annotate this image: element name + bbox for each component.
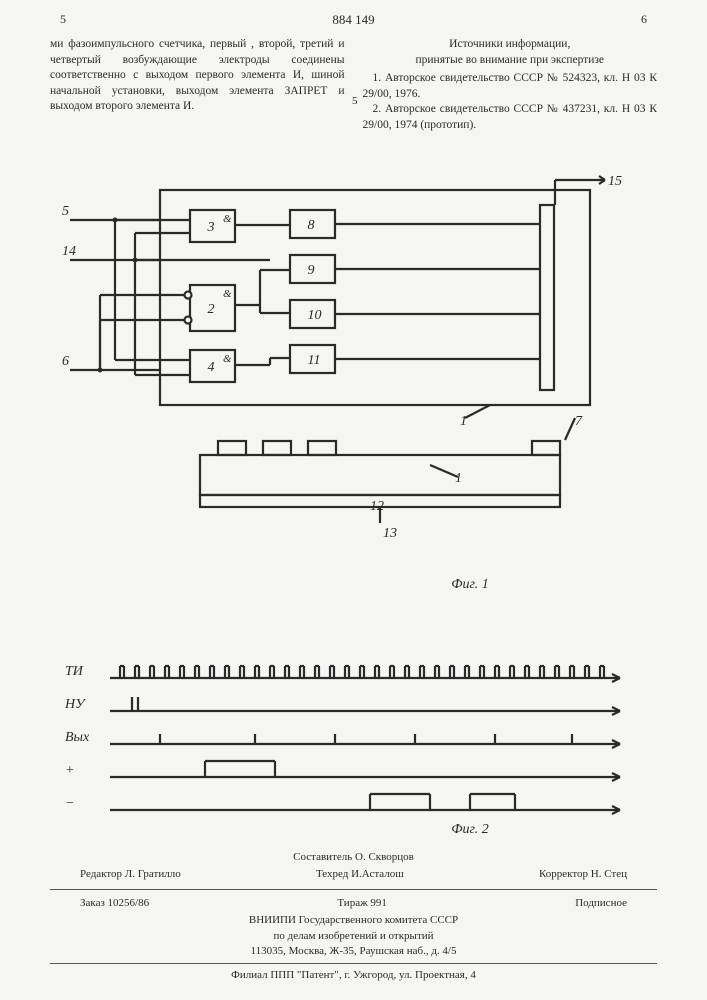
left-column: ми фазоимпульсного счетчика, первый , вт… [50,37,345,133]
svg-text:Вых: Вых [65,730,90,745]
svg-text:−: − [65,796,74,811]
svg-text:13: 13 [383,526,397,541]
source-item-1: 1. Авторское свидетельство СССР № 524323… [363,71,658,102]
figure-1-svg: 3&2&4&8910115146151711213 [60,175,650,575]
col-right-num: 6 [641,12,647,27]
svg-text:7: 7 [575,414,583,429]
copies: Тираж 991 [337,896,387,911]
order: Заказ 10256/86 [80,896,149,911]
svg-text:15: 15 [608,175,622,189]
address1: 113035, Москва, Ж-35, Раушская наб., д. … [50,944,657,959]
page-header: 5 884 149 6 [0,0,707,31]
figure-2: ТИ НУ Вых + − Фиг. 2 [60,650,650,840]
org1: ВНИИПИ Государственного комитета СССР [50,913,657,928]
fig2-label: Фиг. 2 [290,822,650,838]
footer: Составитель О. Скворцов Редактор Л. Грат… [50,850,657,984]
svg-text:2: 2 [208,302,215,317]
org2: по делам изобретений и открытий [50,929,657,944]
svg-text:11: 11 [308,353,321,368]
svg-text:1: 1 [460,414,467,429]
svg-text:10: 10 [308,308,322,323]
svg-text:8: 8 [308,218,315,233]
svg-text:3: 3 [207,220,215,235]
text-columns: ми фазоимпульсного счетчика, первый , вт… [0,31,707,133]
svg-text:5: 5 [62,204,69,219]
fig1-label: Фиг. 1 [290,577,650,593]
svg-text:9: 9 [308,263,315,278]
svg-text:6: 6 [62,354,69,369]
svg-text:14: 14 [62,244,76,259]
svg-text:4: 4 [208,360,215,375]
figure-1: 3&2&4&8910115146151711213 Фиг. 1 [60,175,650,645]
figure-2-svg: ТИ НУ Вых + − [60,650,650,820]
subscribed: Подписное [575,896,627,911]
svg-text:НУ: НУ [64,697,86,712]
branch: Филиал ППП "Патент", г. Ужгород, ул. Про… [50,968,657,983]
svg-text:&: & [223,288,232,300]
right-column: Источники информации, принятые во вниман… [363,37,658,133]
col-left-num: 5 [60,12,66,27]
compiler: Составитель О. Скворцов [50,850,657,865]
margin-number: 5 [352,95,358,107]
doc-number: 884 149 [332,12,374,28]
svg-text:ТИ: ТИ [65,664,84,679]
svg-text:+: + [65,763,74,778]
sources-title: Источники информации, принятые во вниман… [363,37,658,68]
source-item-2: 2. Авторское свидетельство СССР № 437231… [363,102,658,133]
techred: Техред И.Асталош [316,867,404,882]
svg-text:1: 1 [455,471,462,486]
corrector: Корректор Н. Стец [539,867,627,882]
svg-text:&: & [223,213,232,225]
editor: Редактор Л. Гратилло [80,867,181,882]
svg-text:&: & [223,353,232,365]
